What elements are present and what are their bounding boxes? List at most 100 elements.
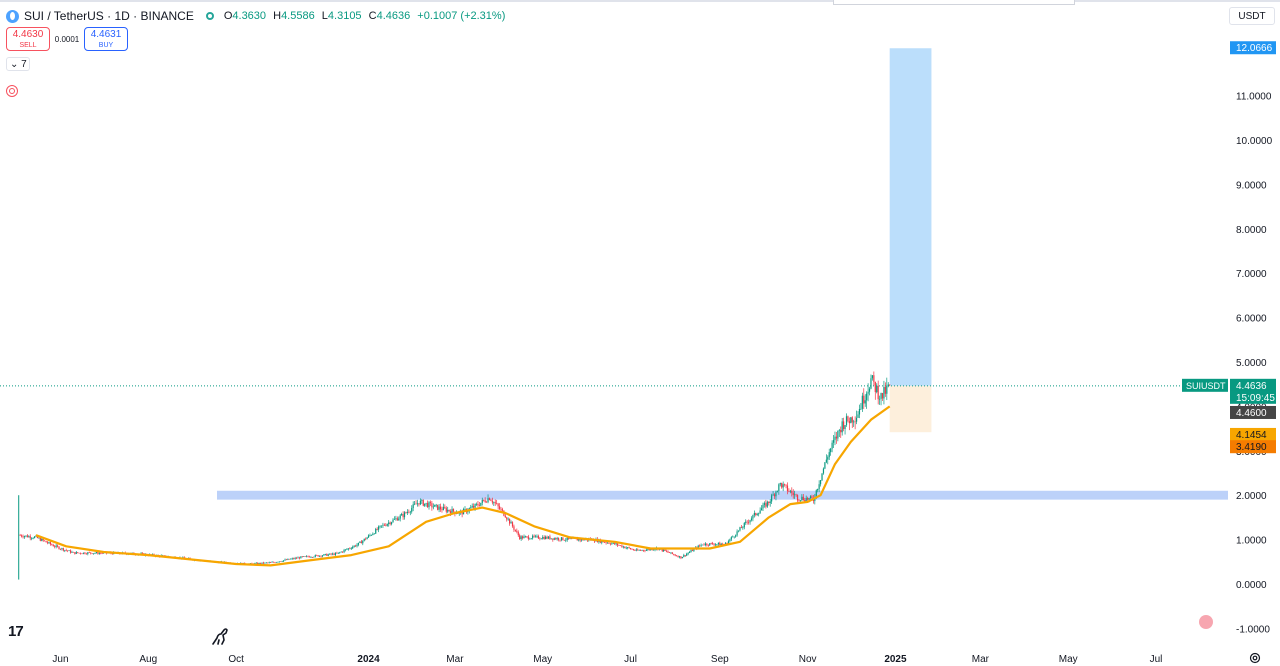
candle — [294, 556, 296, 560]
candle — [350, 547, 352, 551]
candle — [546, 535, 548, 540]
candle — [520, 535, 522, 541]
candle — [861, 392, 863, 412]
candle — [886, 377, 888, 401]
candle — [484, 497, 486, 504]
candle — [326, 553, 328, 556]
candle — [611, 542, 613, 545]
candle — [640, 549, 642, 551]
ohlc-low: 4.3105 — [327, 10, 362, 22]
candle — [19, 533, 21, 536]
candle — [746, 520, 748, 525]
candle — [739, 526, 741, 532]
candle — [760, 505, 763, 511]
candle — [327, 553, 329, 557]
candle — [529, 537, 531, 540]
candle — [321, 555, 324, 558]
candle — [825, 454, 827, 464]
candle — [480, 502, 482, 507]
candle — [67, 550, 69, 553]
candle — [722, 542, 724, 545]
candle — [303, 556, 305, 557]
candle — [624, 546, 626, 549]
candle — [629, 547, 632, 550]
candle — [521, 535, 524, 540]
candle — [297, 556, 299, 559]
candle — [478, 502, 480, 507]
candle — [367, 534, 370, 538]
candle — [31, 537, 33, 541]
record-icon[interactable] — [6, 85, 18, 97]
indicators-count: 7 — [21, 59, 27, 70]
candle — [513, 524, 515, 533]
candle — [283, 560, 285, 562]
candle — [45, 540, 47, 543]
candle — [527, 534, 529, 541]
candle — [534, 534, 537, 538]
candle — [855, 410, 858, 425]
tradingview-logo-icon[interactable]: 17 — [8, 623, 24, 640]
candle — [776, 490, 778, 493]
candle — [676, 555, 678, 557]
candle — [336, 551, 338, 554]
candle — [559, 539, 561, 542]
candle — [25, 535, 27, 538]
top-panel-tab[interactable] — [833, 0, 1075, 5]
candle — [375, 527, 377, 535]
x-tick-label: Jul — [624, 654, 637, 665]
candle — [838, 428, 840, 437]
candle — [75, 551, 77, 555]
candle — [791, 487, 793, 497]
dino-icon[interactable] — [211, 626, 231, 646]
candle — [500, 507, 502, 512]
svg-text:12.0666: 12.0666 — [1236, 43, 1273, 54]
candle — [395, 515, 397, 521]
candle — [745, 519, 747, 525]
candle — [786, 482, 789, 495]
x-tick-label: Mar — [972, 654, 990, 665]
ohlc-open-key: O — [223, 10, 233, 22]
candle — [320, 555, 322, 558]
alert-dot-icon[interactable] — [1199, 615, 1213, 629]
candle — [485, 500, 488, 503]
candle — [883, 380, 885, 405]
ohlc-close: 4.4636 — [376, 10, 411, 22]
candle — [857, 411, 859, 418]
sui-coin-icon — [6, 9, 19, 23]
candle — [824, 461, 826, 470]
candle — [442, 503, 445, 511]
candle — [845, 413, 848, 427]
candle — [730, 536, 732, 542]
candle — [821, 473, 823, 482]
candle — [737, 530, 740, 533]
candle — [758, 512, 760, 517]
candle — [490, 498, 492, 502]
candle — [293, 557, 295, 560]
candle — [637, 548, 639, 551]
candle — [317, 555, 319, 557]
candle — [437, 504, 439, 511]
candle — [801, 494, 803, 502]
candle — [635, 548, 637, 552]
candle — [864, 394, 866, 407]
candle — [553, 537, 555, 541]
sell-label: SELL — [19, 42, 37, 49]
candle — [834, 431, 836, 446]
symbol-title[interactable]: SUI / TetherUS · 1D · BINANCE — [24, 9, 194, 23]
candle — [781, 482, 783, 489]
candle — [81, 553, 83, 555]
candle — [49, 541, 51, 546]
currency-selector[interactable]: USDT — [1229, 7, 1275, 25]
candle — [408, 509, 410, 514]
buy-button[interactable]: 4.4631 BUY — [84, 27, 128, 51]
sell-button[interactable]: 4.4630 SELL — [6, 27, 50, 51]
candle — [61, 547, 63, 551]
gear-icon[interactable] — [1249, 652, 1261, 664]
candle — [267, 562, 269, 564]
candle — [41, 537, 43, 542]
indicators-toggle[interactable]: ⌄ 7 — [6, 57, 30, 71]
candle — [688, 550, 691, 554]
candle — [272, 561, 275, 563]
candle — [352, 545, 354, 550]
